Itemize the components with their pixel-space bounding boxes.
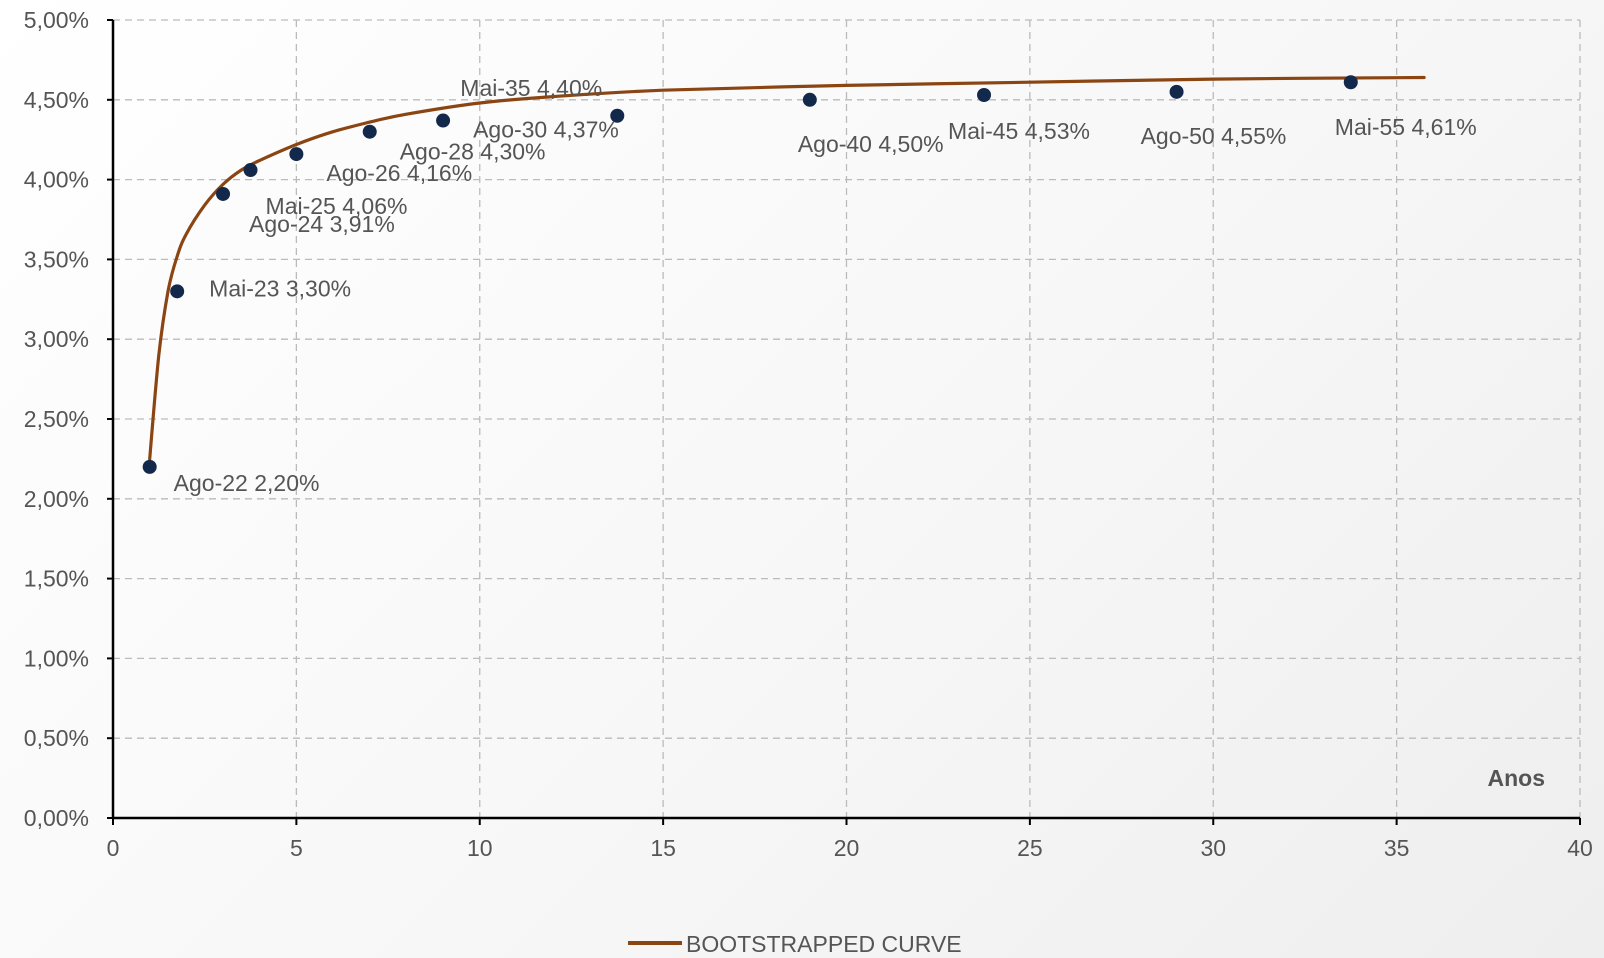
x-tick-label: 25 <box>1017 835 1043 861</box>
data-point-label: Ago-22 2,20% <box>174 470 320 496</box>
y-tick-label: 3,00% <box>24 326 89 352</box>
y-tick-label: 0,00% <box>24 805 89 831</box>
y-tick-label: 2,50% <box>24 406 89 432</box>
data-point-label: Ago-30 4,37% <box>473 117 619 143</box>
x-tick-label: 35 <box>1384 835 1410 861</box>
data-point-label: Ago-24 3,91% <box>249 211 395 237</box>
data-point <box>289 147 304 162</box>
legend-label-bootstrapped-curve: BOOTSTRAPPED CURVE <box>686 931 962 957</box>
x-axis-title: Anos <box>1488 765 1546 791</box>
data-point <box>1343 75 1358 90</box>
y-tick-label: 1,50% <box>24 566 89 592</box>
data-point-label: Ago-28 4,30% <box>400 139 546 165</box>
y-tick-label: 2,00% <box>24 486 89 512</box>
legend: BOOTSTRAPPED CURVE <box>628 931 962 957</box>
data-point-label: Mai-25 4,06% <box>266 193 408 219</box>
data-point <box>243 163 258 178</box>
x-tick-label: 0 <box>107 835 120 861</box>
data-point <box>1169 84 1184 99</box>
data-point-label: Ago-40 4,50% <box>798 131 944 157</box>
y-tick-label: 5,00% <box>24 7 89 33</box>
grid-lines <box>113 19 1581 818</box>
y-tick-label: 1,00% <box>24 645 89 671</box>
data-points <box>142 75 1358 474</box>
data-point-label: Ago-50 4,55% <box>1141 123 1287 149</box>
y-tick-label: 0,50% <box>24 725 89 751</box>
x-tick-label: 20 <box>834 835 860 861</box>
x-tick-label: 5 <box>290 835 303 861</box>
data-point-labels: Ago-22 2,20%Mai-23 3,30%Ago-24 3,91%Mai-… <box>174 75 1477 496</box>
y-tick-label: 4,00% <box>24 167 89 193</box>
data-point <box>436 113 451 128</box>
x-tick-label: 40 <box>1567 835 1593 861</box>
y-tick-label: 4,50% <box>24 87 89 113</box>
bootstrapped-curve-line <box>148 75 1426 461</box>
data-point-label: Mai-55 4,61% <box>1335 114 1477 140</box>
data-point-label: Ago-26 4,16% <box>326 160 472 186</box>
y-tick-labels: 0,00% 0,50% 1,00% 1,50% 2,00% 2,50% 3,00% 3,50%… <box>24 7 89 831</box>
data-point <box>802 92 817 107</box>
data-point <box>142 459 157 474</box>
data-point-label: Mai-35 4,40% <box>460 75 602 101</box>
x-tick-label: 10 <box>467 835 493 861</box>
y-tick-label: 3,50% <box>24 246 89 272</box>
data-point-label: Mai-45 4,53% <box>948 118 1090 144</box>
data-point <box>362 124 377 139</box>
data-point <box>216 186 231 201</box>
x-tick-labels: 0 5 10 15 20 25 30 35 40 <box>107 835 1593 861</box>
x-tick-label: 30 <box>1200 835 1226 861</box>
data-point-label: Mai-23 3,30% <box>209 275 351 301</box>
data-point <box>977 88 992 103</box>
data-point <box>610 108 625 123</box>
data-point <box>170 284 185 299</box>
x-tick-label: 15 <box>650 835 676 861</box>
axes <box>107 19 1581 825</box>
